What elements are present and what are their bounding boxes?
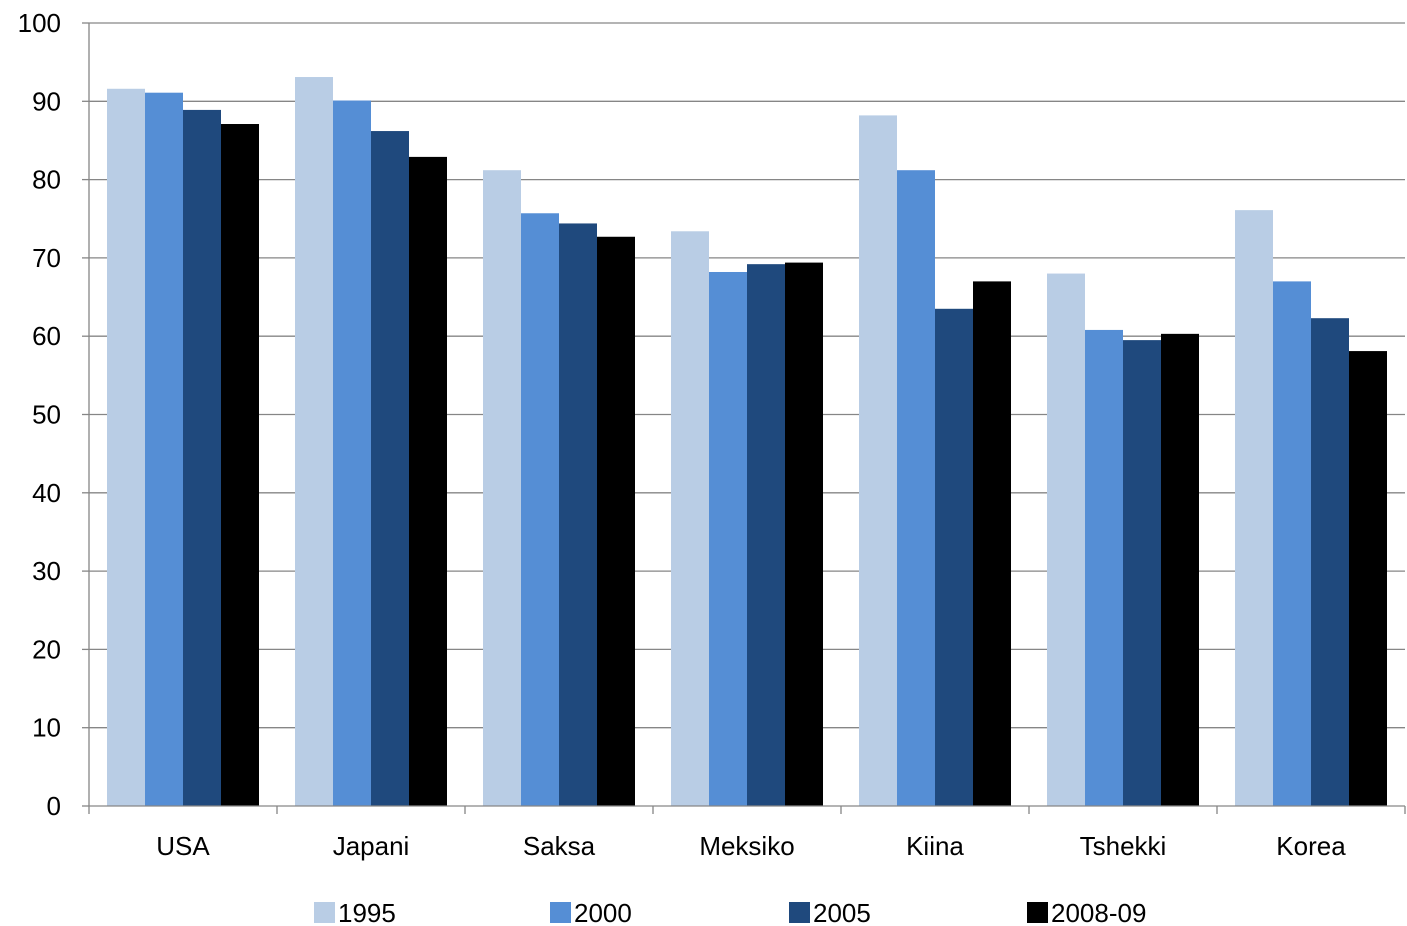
x-tick-label: Korea: [1276, 831, 1346, 861]
bar: [107, 88, 145, 807]
bar: [1273, 281, 1311, 806]
x-tick-label: Tshekki: [1080, 831, 1167, 861]
y-tick-label: 60: [32, 321, 61, 351]
legend-swatch: [550, 902, 571, 923]
y-tick-label: 30: [32, 556, 61, 586]
axes: 0 10 20 30 40 50 60 70 80 90 100 USA Japani Saksa Meks…: [18, 8, 1406, 861]
bar: [333, 100, 371, 807]
bar: [671, 231, 709, 806]
y-tick-label: 40: [32, 478, 61, 508]
bar: [221, 124, 259, 806]
bar: [897, 170, 935, 807]
legend-swatch: [1027, 902, 1048, 923]
x-tick-label: Japani: [333, 831, 410, 861]
bar: [747, 264, 785, 806]
bar: [1047, 273, 1085, 806]
y-tick-label: 0: [47, 791, 61, 821]
bar: [1349, 351, 1387, 806]
x-tick-label: Meksiko: [699, 831, 794, 861]
bar: [785, 262, 823, 806]
bar: [859, 115, 897, 807]
bar: [483, 170, 521, 807]
x-tick-label: Kiina: [906, 831, 964, 861]
bar: [973, 281, 1011, 806]
bar: [1085, 329, 1123, 806]
bar: [1161, 333, 1199, 806]
bar: [559, 223, 597, 806]
y-tick-label: 90: [32, 86, 61, 116]
legend-label: 2005: [813, 898, 871, 926]
y-tick-label: 70: [32, 243, 61, 273]
bar: [935, 308, 973, 806]
legend-label: 2008-09: [1051, 898, 1146, 926]
bar: [183, 109, 221, 806]
legend-swatch: [789, 902, 810, 923]
bar: [371, 131, 409, 806]
bar: [1311, 318, 1349, 806]
bars: [107, 77, 1387, 807]
bar: [145, 92, 183, 806]
y-tick-label: 20: [32, 634, 61, 664]
bar: [709, 271, 747, 806]
bar: [521, 213, 559, 807]
y-tick-label: 50: [32, 400, 61, 430]
bar: [1123, 340, 1161, 806]
legend: 1995 2000 2005 2008-09: [314, 898, 1146, 926]
bar: [1235, 210, 1273, 807]
x-tick-label: Saksa: [523, 831, 596, 861]
y-tick-label: 80: [32, 165, 61, 195]
bar: [409, 156, 447, 806]
y-tick-label: 100: [18, 8, 61, 38]
legend-swatch: [314, 902, 335, 923]
legend-label: 1995: [338, 898, 396, 926]
bar: [295, 77, 333, 807]
x-tick-label: USA: [156, 831, 210, 861]
y-tick-label: 10: [32, 713, 61, 743]
bar: [597, 236, 635, 806]
legend-label: 2000: [574, 898, 632, 926]
